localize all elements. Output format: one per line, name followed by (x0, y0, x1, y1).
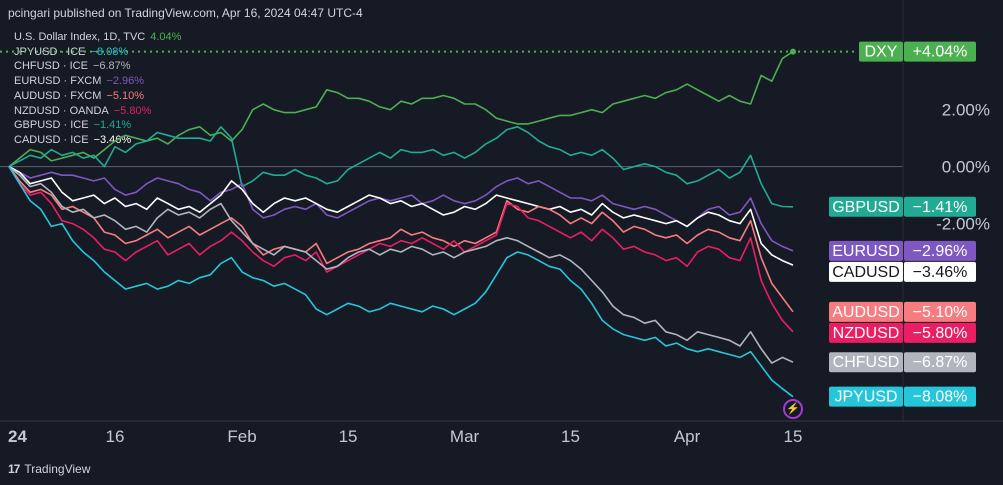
series-name-badge (829, 322, 903, 343)
series-name-badge (829, 301, 903, 322)
series-name-badge (829, 196, 903, 217)
legend-item: EURUSD · FXCM −2.96% (14, 74, 181, 89)
series-value-text: −2.96% (913, 243, 968, 260)
legend-item: U.S. Dollar Index, 1D, TVC 4.04% (14, 30, 181, 45)
series-value-badge (904, 41, 976, 62)
series-value-badge (904, 322, 976, 343)
legend-value: −5.80% (113, 104, 152, 117)
legend-label: CADUSD · ICE (14, 133, 89, 146)
series-line-nzdusd (8, 166, 794, 333)
series-line-eurusd (8, 165, 794, 252)
series-name-text: GBPUSD (832, 199, 900, 216)
y-tick-label: -2.00% (936, 215, 990, 234)
legend-label: GBPUSD · ICE (14, 119, 89, 132)
legend-value: −1.41% (93, 119, 132, 132)
legend-label: AUDUSD · FXCM (14, 89, 102, 102)
y-tick-label: 2.00% (942, 101, 990, 120)
series-line-gbpusd (8, 126, 794, 208)
series-name-text: AUDUSD (832, 304, 900, 321)
legend-item: CHFUSD · ICE −6.87% (14, 59, 181, 74)
legend-value: 4.04% (150, 31, 182, 43)
series-name-badge (829, 386, 903, 407)
series-name-badge (829, 240, 903, 261)
series-value-text: +4.04% (913, 44, 968, 61)
footer: 17 TradingView (8, 462, 90, 476)
series-name-badge (829, 261, 903, 282)
x-tick-label: Apr (674, 427, 701, 446)
publish-header: pcingari published on TradingView.com, A… (8, 6, 363, 20)
x-tick-label: Feb (227, 427, 256, 446)
series-value-text: −8.08% (913, 389, 968, 406)
series-name-badge (829, 352, 903, 373)
series-name-text: DXY (865, 44, 898, 61)
series-value-text: −1.41% (913, 199, 968, 216)
series-name-text: NZDUSD (833, 325, 900, 342)
x-tick-label: 15 (339, 427, 358, 446)
x-tick-label: Mar (450, 427, 480, 446)
series-value-badge (904, 352, 976, 373)
series-line-jpyusd (8, 166, 794, 398)
x-tick-label: 15 (561, 427, 580, 446)
series-value-text: −5.10% (913, 304, 968, 321)
tradingview-logo-icon: 17 (8, 462, 20, 476)
series-name-text: CHFUSD (833, 354, 900, 371)
legend-value: −5.10% (106, 89, 145, 102)
series-value-badge (904, 261, 976, 282)
legend-item: NZDUSD · OANDA −5.80% (14, 104, 181, 119)
footer-brand: TradingView (24, 462, 91, 476)
x-tick-label: 16 (105, 427, 124, 446)
legend-item: AUDUSD · FXCM −5.10% (14, 89, 181, 104)
series-value-badge (904, 301, 976, 322)
legend-label: NZDUSD · OANDA (14, 104, 109, 117)
legend-label: EURUSD · FXCM (14, 75, 102, 88)
legend-value: −6.87% (92, 60, 131, 73)
series-line-chfusd (8, 165, 794, 364)
series-line-dxy (8, 50, 794, 168)
series-name-text: JPYUSD (834, 389, 897, 406)
legend-value: −2.96% (106, 75, 145, 88)
legend-label: CHFUSD · ICE (14, 60, 88, 73)
series-value-badge (904, 196, 976, 217)
series-name-text: CADUSD (832, 264, 900, 281)
x-tick-label: 24 (8, 427, 27, 446)
x-tick-label: 15 (784, 427, 803, 446)
dxy-last-point (790, 48, 796, 55)
series-line-audusd (8, 166, 794, 313)
flash-icon[interactable]: ⚡ (783, 399, 803, 419)
series-name-badge (859, 41, 903, 62)
series-value-text: −6.87% (913, 354, 968, 371)
series-name-text: EURUSD (832, 243, 900, 260)
legend-item: GBPUSD · ICE −1.41% (14, 118, 181, 133)
series-value-badge (904, 240, 976, 261)
series-value-text: −3.46% (913, 264, 968, 281)
legend-label: U.S. Dollar Index, 1D, TVC (14, 31, 146, 43)
y-tick-label: 0.00% (942, 158, 990, 177)
series-line-cadusd (8, 165, 794, 266)
series-value-text: −5.80% (913, 325, 968, 342)
series-value-badge (904, 386, 976, 407)
